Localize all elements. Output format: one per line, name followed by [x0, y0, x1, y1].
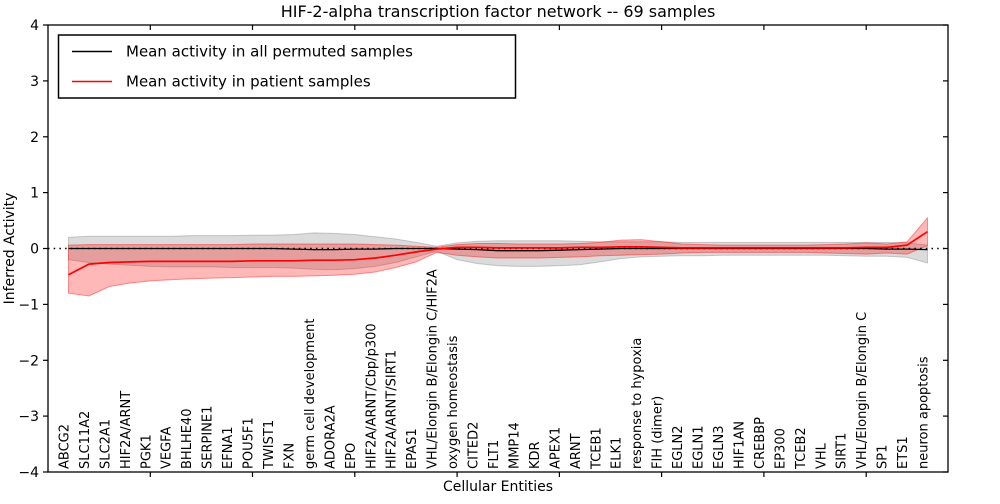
entity-label: VHL [814, 442, 829, 469]
chart-title: HIF-2-alpha transcription factor network… [281, 2, 716, 21]
entity-label: SP1 [876, 445, 891, 469]
plot-area: −4 −3 −2 −1 0 1 2 3 4 ABCG2 SLC11A2 SLC2A1 HIF2A/ARN… [18, 18, 949, 481]
entity-label: MMP14 [508, 422, 523, 469]
entity-label: HIF1AN [733, 421, 748, 469]
entity-label: EGLN2 [671, 425, 686, 469]
entity-label: HIF2A/ARNT/Cbp/p300 [364, 323, 379, 469]
entity-label: neuron apoptosis [917, 356, 932, 469]
y-tick-label: −1 [18, 297, 39, 313]
y-tick-label: 1 [30, 186, 39, 202]
entity-label: CREBBP [753, 417, 768, 469]
entity-label: EPO [344, 443, 359, 469]
entity-label: EP300 [773, 428, 788, 469]
y-tick-label: −2 [18, 353, 39, 369]
entity-label: ADORA2A [323, 405, 338, 469]
y-tick-label: −4 [18, 465, 39, 481]
legend-label-patient: Mean activity in patient samples [126, 73, 371, 91]
y-tick-label: 0 [30, 242, 39, 258]
y-tick-label: 2 [30, 130, 39, 146]
entity-label: ELK1 [610, 437, 625, 469]
entity-label: VHL/Elongin B/Elongin C/HIF2A [426, 269, 441, 469]
entity-label: POU5F1 [242, 417, 257, 469]
entity-label: EGLN3 [712, 425, 727, 469]
entity-label: TCEB2 [794, 427, 809, 470]
entity-label: ABCG2 [58, 424, 73, 469]
entity-label: EPAS1 [405, 428, 420, 469]
entity-label: VHL/Elongin B/Elongin C [855, 312, 870, 469]
y-tick-label: −3 [18, 409, 39, 425]
legend-label-permuted: Mean activity in all permuted samples [126, 43, 413, 61]
band-patient [68, 216, 928, 297]
entity-label: SLC2A1 [98, 419, 113, 469]
entity-label: SERPINE1 [201, 406, 216, 469]
entity-label: HIF2A/ARNT/SIRT1 [385, 350, 400, 469]
entity-label: SLC11A2 [78, 411, 93, 469]
entity-label: TWIST1 [262, 420, 277, 470]
entity-label: FIH (dimer) [651, 396, 666, 469]
entity-label: SIRT1 [835, 433, 850, 469]
entity-label: TCEB1 [589, 427, 604, 470]
entity-label: oxygen homeostasis [446, 335, 461, 469]
entity-label: EGLN1 [692, 425, 707, 469]
entity-label: ARNT [569, 433, 584, 469]
entity-label: KDR [528, 441, 543, 469]
entity-label: FXN [283, 443, 298, 469]
legend: Mean activity in all permuted samples Me… [57, 34, 517, 99]
entity-label: ETS1 [896, 436, 911, 469]
entity-label: response to hypoxia [630, 338, 645, 469]
entity-label: EFNA1 [221, 426, 236, 469]
y-tick-label: 4 [30, 18, 39, 34]
entity-label: VEGFA [160, 427, 175, 469]
legend-box [57, 34, 517, 99]
entity-label: CITED2 [467, 422, 482, 469]
y-axis-label: Inferred Activity [2, 193, 18, 305]
entity-label: HIF2A/ARNT [119, 391, 134, 469]
x-axis-label: Cellular Entities [443, 479, 553, 495]
entity-label: BHLHE40 [180, 409, 195, 469]
entity-label: APEX1 [548, 427, 563, 469]
entity-label: germ cell development [303, 319, 318, 469]
mean-line-patient [68, 230, 928, 276]
y-tick-label: 3 [30, 74, 39, 90]
entity-label: PGK1 [139, 434, 154, 469]
entity-label: FLT1 [487, 440, 502, 469]
